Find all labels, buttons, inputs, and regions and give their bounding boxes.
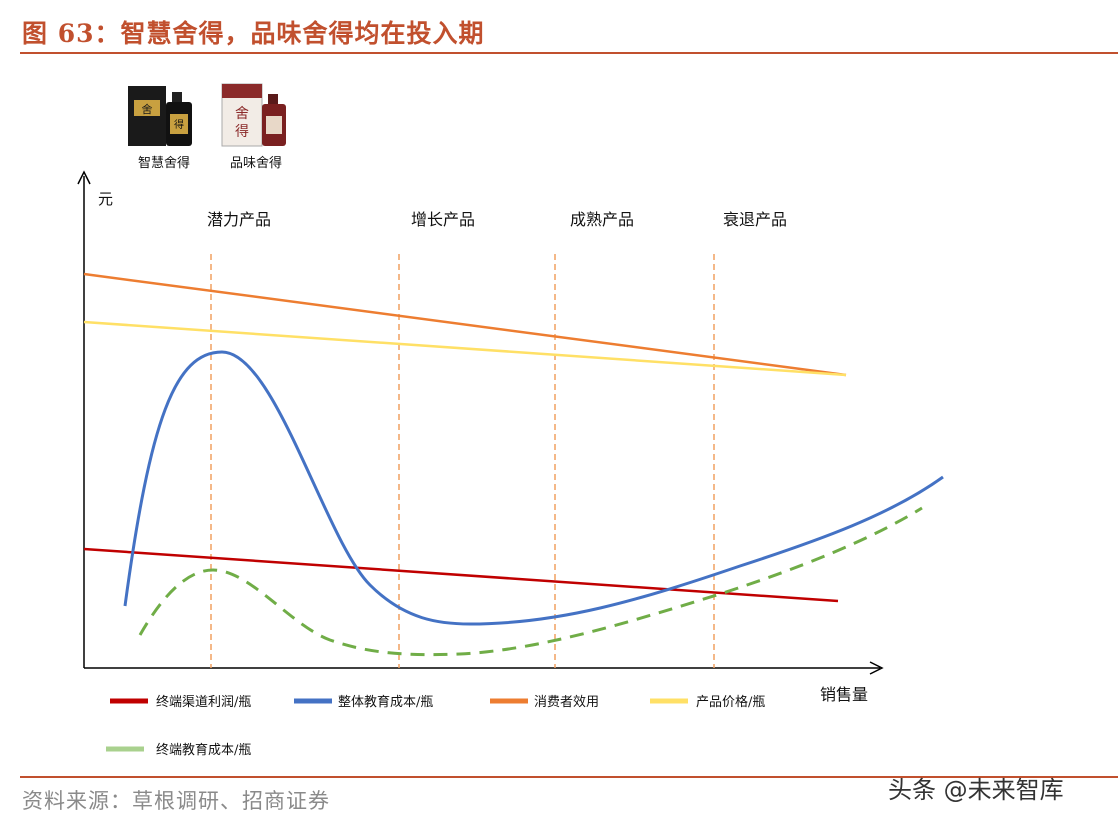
- legend-label: 终端渠道利润/瓶: [156, 694, 251, 710]
- stage-label: 成熟产品: [570, 210, 634, 229]
- series-line-total-education-cost: [123, 350, 944, 626]
- stage-label: 衰退产品: [723, 210, 787, 229]
- legend-item: 终端渠道利润/瓶: [110, 694, 251, 710]
- y-axis-arrow: [77, 170, 91, 185]
- product-label: 智慧舍得: [137, 156, 190, 171]
- product-zhihui-shede: 舍 得 智慧舍得: [126, 80, 202, 171]
- y-axis-label: 元: [98, 190, 113, 208]
- title-divider: [20, 52, 1118, 54]
- x-axis-arrow: [869, 661, 884, 675]
- stage-dividers: [210, 254, 715, 668]
- zhihui-shede-bottle-image: 舍 得: [128, 86, 192, 146]
- pinwei-shede-bottle-image: 舍 得: [221, 83, 286, 147]
- figure-title: 图 63：智慧舍得，品味舍得均在投入期: [22, 19, 485, 48]
- series-line-consumer-utility: [83, 272, 847, 377]
- series-line-channel-profit: [83, 547, 839, 603]
- watermark: 头条 @未来智库: [888, 776, 1064, 804]
- legend-label: 产品价格/瓶: [696, 694, 765, 710]
- legend-item: 产品价格/瓶: [650, 694, 765, 710]
- source-divider: [20, 776, 1118, 778]
- legend-label: 终端教育成本/瓶: [156, 742, 251, 758]
- series-line-terminal-education-cost: [138, 506, 923, 657]
- svg-text:舍: 舍: [235, 106, 249, 122]
- svg-text:舍: 舍: [142, 102, 153, 116]
- svg-text:得: 得: [235, 123, 249, 140]
- stage-label: 增长产品: [411, 210, 475, 229]
- legend-label: 整体教育成本/瓶: [338, 694, 433, 710]
- legend-item: 终端教育成本/瓶: [106, 742, 251, 758]
- product-label: 品味舍得: [229, 156, 282, 171]
- product-pinwei-shede: 舍 得 品味舍得: [218, 80, 294, 171]
- legend: 终端渠道利润/瓶 整体教育成本/瓶 消费者效用 产品价格/瓶 终端教育成本/瓶: [106, 694, 765, 758]
- stage-label: 潜力产品: [207, 210, 271, 229]
- legend-item: 整体教育成本/瓶: [294, 694, 433, 710]
- legend-item: 消费者效用: [490, 695, 599, 710]
- stage-labels: 潜力产品 增长产品 成熟产品 衰退产品: [207, 210, 787, 229]
- x-axis-label: 销售量: [820, 685, 868, 704]
- series-line-product-price: [83, 320, 847, 377]
- source-note: 资料来源：草根调研、招商证券: [22, 789, 330, 813]
- svg-text:得: 得: [174, 119, 184, 131]
- legend-label: 消费者效用: [534, 695, 599, 710]
